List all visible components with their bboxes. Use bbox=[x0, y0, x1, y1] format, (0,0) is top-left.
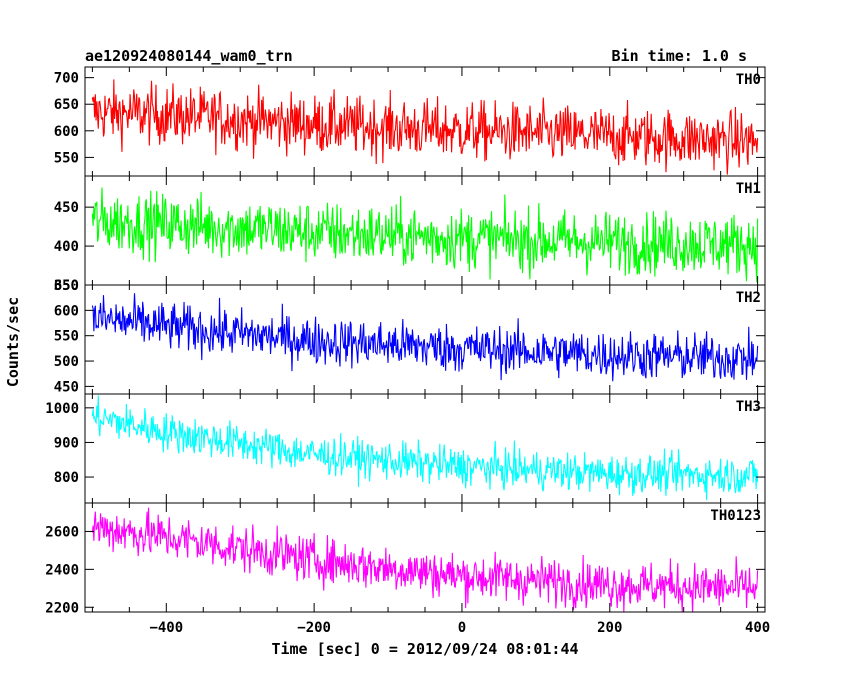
y-tick-label: 2200 bbox=[45, 600, 79, 616]
y-tick-label: 700 bbox=[54, 71, 79, 87]
y-tick-label: 550 bbox=[54, 329, 79, 345]
y-tick-label: 450 bbox=[54, 200, 79, 216]
y-tick-label: 650 bbox=[54, 278, 79, 294]
x-tick-label: −200 bbox=[297, 620, 331, 636]
series-line-th3 bbox=[91, 395, 759, 501]
panel-frame bbox=[84, 502, 766, 613]
bin-time-label: Bin time: 1.0 s bbox=[612, 47, 747, 65]
y-tick-label: 600 bbox=[54, 303, 79, 319]
series-line-th0123 bbox=[91, 507, 759, 612]
y-tick-label: 600 bbox=[54, 124, 79, 140]
panel-label-th2: TH2 bbox=[736, 290, 761, 306]
series-line-th0 bbox=[91, 79, 759, 175]
y-tick-label: 1000 bbox=[45, 401, 79, 417]
y-tick-label: 400 bbox=[54, 239, 79, 255]
y-tick-label: 650 bbox=[54, 97, 79, 113]
panel-label-th3: TH3 bbox=[736, 399, 761, 415]
y-axis-label: Counts/sec bbox=[4, 297, 22, 387]
x-tick-label: 0 bbox=[458, 620, 466, 636]
panel-label-th1: TH1 bbox=[736, 181, 761, 197]
panel-label-th0123: TH0123 bbox=[710, 508, 761, 524]
y-tick-label: 550 bbox=[54, 150, 79, 166]
x-tick-label: 200 bbox=[597, 620, 622, 636]
y-tick-label: 450 bbox=[54, 379, 79, 395]
y-tick-label: 900 bbox=[54, 435, 79, 451]
chart-title: ae120924080144_wam0_trn bbox=[85, 47, 293, 65]
x-tick-label: −400 bbox=[149, 620, 183, 636]
series-line-th2 bbox=[91, 293, 759, 382]
x-axis-label: Time [sec] 0 = 2012/09/24 08:01:44 bbox=[271, 640, 578, 658]
y-tick-label: 350 bbox=[54, 278, 79, 294]
y-tick-label: 2600 bbox=[45, 524, 79, 540]
panels-group: 550 600 650 700 TH0 350 400 450 TH1 450 500 550 600 6… bbox=[45, 66, 770, 636]
y-tick-label: 2400 bbox=[45, 562, 79, 578]
y-tick-label: 800 bbox=[54, 470, 79, 486]
y-tick-label: 500 bbox=[54, 354, 79, 370]
x-tick-label: 400 bbox=[745, 620, 770, 636]
panel-label-th0: TH0 bbox=[736, 72, 761, 88]
series-line-th1 bbox=[91, 187, 759, 283]
